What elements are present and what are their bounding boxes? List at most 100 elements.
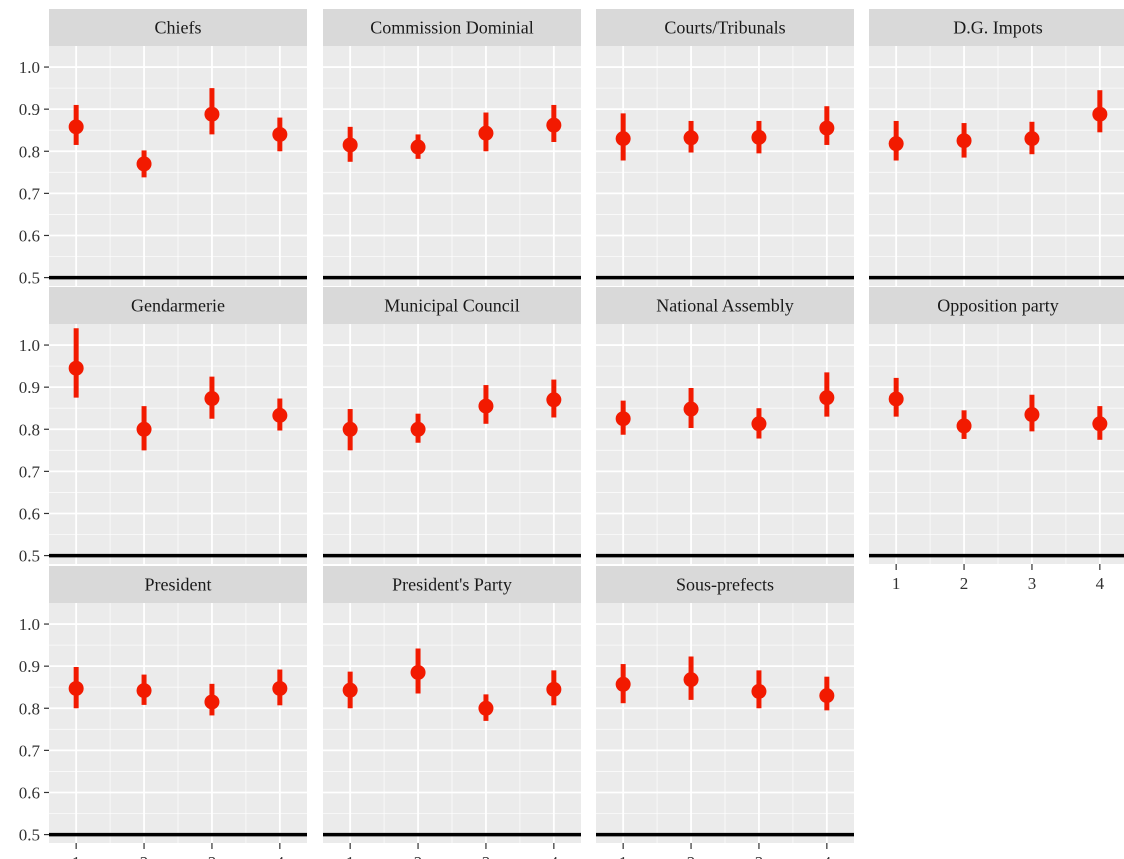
data-point bbox=[615, 411, 631, 427]
data-point bbox=[751, 416, 767, 432]
data-point bbox=[272, 126, 288, 142]
data-point bbox=[546, 117, 562, 133]
facet-panel: President 0.5 0.6 0.7 0.8 0.9 1.0 1 2 3 4 bbox=[19, 566, 307, 859]
data-point bbox=[342, 682, 358, 698]
y-tick-label: 0.8 bbox=[19, 420, 40, 439]
data-point bbox=[410, 421, 426, 437]
y-tick-label: 0.7 bbox=[19, 462, 41, 481]
facet-title: Opposition party bbox=[937, 296, 1059, 316]
data-point bbox=[272, 680, 288, 696]
panel-background bbox=[869, 46, 1124, 286]
data-point bbox=[615, 131, 631, 147]
y-tick-label: 0.7 bbox=[19, 741, 41, 760]
facet-strip bbox=[49, 9, 307, 46]
data-point bbox=[204, 391, 220, 407]
facet-strip bbox=[596, 566, 854, 603]
data-point bbox=[342, 137, 358, 153]
x-tick-label: 4 bbox=[550, 853, 559, 859]
data-point bbox=[136, 683, 152, 699]
facet-title: National Assembly bbox=[656, 296, 794, 316]
facet-title: Chiefs bbox=[155, 18, 202, 38]
y-tick-label: 1.0 bbox=[19, 615, 40, 634]
x-tick-label: 2 bbox=[140, 853, 149, 859]
x-tick-label: 3 bbox=[208, 853, 217, 859]
data-point bbox=[819, 688, 835, 704]
data-point bbox=[478, 700, 494, 716]
facet-strip bbox=[869, 9, 1124, 46]
facet-title: President bbox=[145, 575, 212, 595]
data-point bbox=[683, 672, 699, 688]
data-point bbox=[819, 390, 835, 406]
facet-panel: D.G. Impots bbox=[869, 9, 1124, 286]
y-tick-label: 0.7 bbox=[19, 184, 41, 203]
data-point bbox=[478, 398, 494, 414]
data-point bbox=[1092, 416, 1108, 432]
x-tick-label: 4 bbox=[1096, 574, 1105, 593]
data-point bbox=[751, 129, 767, 145]
facet-strip bbox=[323, 287, 581, 324]
facet-strip bbox=[596, 287, 854, 324]
facet-panel: National Assembly bbox=[596, 287, 854, 564]
y-tick-label: 0.6 bbox=[19, 504, 40, 523]
data-point bbox=[342, 421, 358, 437]
data-point bbox=[1092, 106, 1108, 122]
facet-title: President's Party bbox=[392, 575, 512, 595]
data-point bbox=[888, 391, 904, 407]
data-point bbox=[68, 360, 84, 376]
y-tick-label: 0.5 bbox=[19, 826, 40, 845]
facet-panel: President's Party 1 2 3 4 bbox=[323, 566, 581, 859]
facet-title: Municipal Council bbox=[384, 296, 519, 316]
facet-strip bbox=[323, 9, 581, 46]
x-tick-label: 4 bbox=[823, 853, 832, 859]
y-tick-label: 0.8 bbox=[19, 142, 40, 161]
data-point bbox=[136, 156, 152, 172]
data-point bbox=[1024, 407, 1040, 423]
data-point bbox=[956, 418, 972, 434]
facet-panel: Municipal Council bbox=[323, 287, 581, 564]
data-point bbox=[204, 106, 220, 122]
data-point bbox=[615, 676, 631, 692]
facet-panel: Chiefs 0.5 0.6 0.7 0.8 0.9 1.0 bbox=[19, 9, 307, 288]
x-tick-label: 2 bbox=[960, 574, 969, 593]
y-tick-label: 0.9 bbox=[19, 378, 40, 397]
data-point bbox=[819, 120, 835, 136]
x-tick-label: 1 bbox=[72, 853, 81, 859]
x-tick-label: 2 bbox=[687, 853, 696, 859]
data-point bbox=[272, 407, 288, 423]
y-tick-label: 0.9 bbox=[19, 100, 40, 119]
facet-title: Commission Dominial bbox=[370, 18, 534, 38]
y-tick-label: 1.0 bbox=[19, 336, 40, 355]
y-tick-label: 0.6 bbox=[19, 226, 40, 245]
facet-panel: Opposition party 1 2 3 4 bbox=[869, 287, 1124, 593]
facet-panel: Courts/Tribunals bbox=[596, 9, 854, 286]
facet-strip bbox=[323, 566, 581, 603]
x-tick-label: 4 bbox=[276, 853, 285, 859]
facet-title: Gendarmerie bbox=[131, 296, 225, 316]
x-tick-label: 1 bbox=[619, 853, 628, 859]
facet-title: Courts/Tribunals bbox=[664, 18, 785, 38]
x-tick-label: 1 bbox=[892, 574, 901, 593]
facet-panel: Sous-prefects 1 2 3 4 bbox=[596, 566, 854, 859]
y-tick-label: 0.8 bbox=[19, 699, 40, 718]
facet-panel: Gendarmerie 0.5 0.6 0.7 0.8 0.9 1.0 bbox=[19, 287, 307, 566]
y-tick-label: 0.5 bbox=[19, 269, 40, 288]
y-tick-label: 1.0 bbox=[19, 58, 40, 77]
data-point bbox=[68, 680, 84, 696]
y-tick-label: 0.6 bbox=[19, 783, 40, 802]
facet-strip bbox=[49, 287, 307, 324]
x-tick-label: 3 bbox=[755, 853, 764, 859]
data-point bbox=[1024, 131, 1040, 147]
facet-strip bbox=[49, 566, 307, 603]
data-point bbox=[751, 683, 767, 699]
facet-panel: Commission Dominial bbox=[323, 9, 581, 286]
y-tick-label: 0.9 bbox=[19, 657, 40, 676]
data-point bbox=[683, 130, 699, 146]
data-point bbox=[888, 136, 904, 152]
data-point bbox=[683, 401, 699, 417]
data-point bbox=[410, 664, 426, 680]
x-tick-label: 3 bbox=[482, 853, 491, 859]
y-tick-label: 0.5 bbox=[19, 547, 40, 566]
data-point bbox=[478, 125, 494, 141]
facet-strip bbox=[596, 9, 854, 46]
